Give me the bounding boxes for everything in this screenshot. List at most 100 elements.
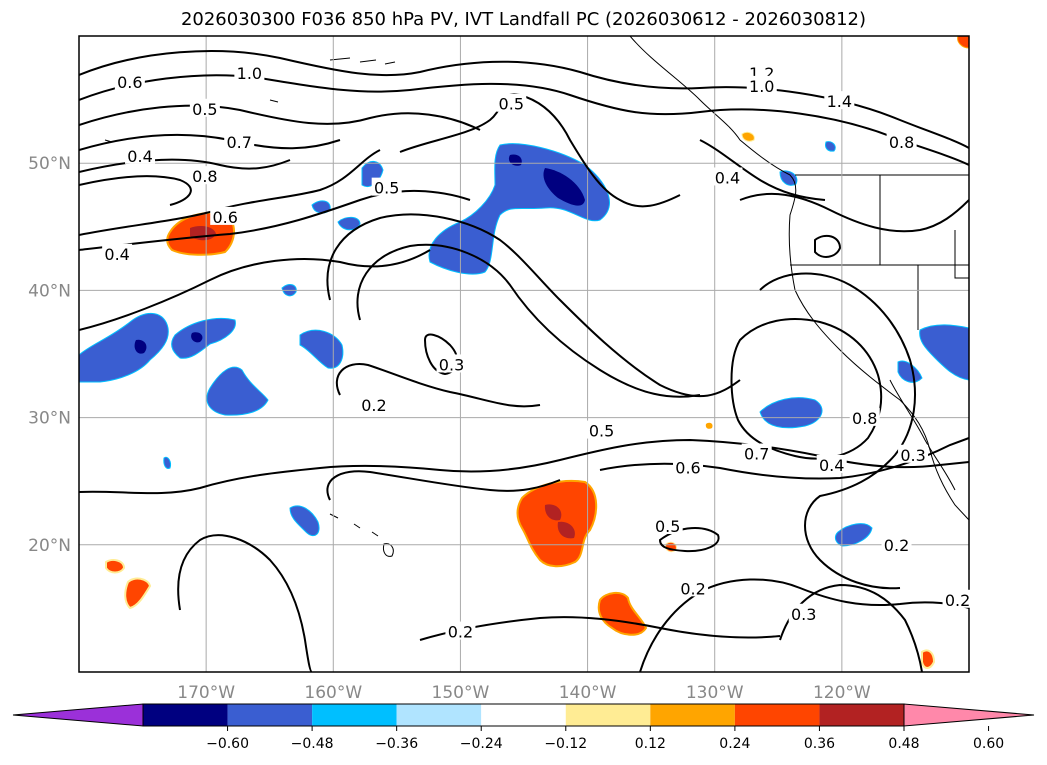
contour-label: 0.4 <box>819 456 844 475</box>
contour-label-bg <box>224 131 255 150</box>
colorbar <box>12 703 1035 727</box>
orange-patch-small-1 <box>105 559 126 574</box>
contour-label: 0.2 <box>361 396 386 415</box>
baja-coast <box>889 379 956 491</box>
lat-label: 40°N <box>28 281 71 301</box>
blue-patch-small-8 <box>825 141 836 152</box>
contour-label: 0.7 <box>744 444 769 463</box>
colorbar-tick-label: 0.36 <box>804 736 835 752</box>
orange-patch-small-3 <box>921 649 936 669</box>
contour-label-bg <box>816 454 847 473</box>
lon-label: 170°W <box>177 683 235 703</box>
contour-label-bg <box>898 444 929 463</box>
hawaii-islands <box>329 513 394 557</box>
contour-mid-1 <box>79 149 381 236</box>
contour-center-1 <box>326 213 741 398</box>
contour-label-bg <box>102 243 133 262</box>
contour-label: 0.6 <box>675 458 700 477</box>
colorbar-swatch <box>481 704 566 726</box>
contour-south-1 <box>79 438 969 495</box>
colorbar-tick-label: −0.24 <box>460 736 503 752</box>
contour-center-4 <box>335 363 541 408</box>
contour-label: 0.4 <box>104 245 129 264</box>
colorbar-tick-label: 0.24 <box>719 736 750 752</box>
contour-label-bg <box>652 515 683 534</box>
colorbar-swatch <box>819 704 904 726</box>
contour-labels: 0.6 1.00.50.70.40.80.60.40.50.51.21.01.40… <box>102 63 973 642</box>
colorbar-tick-label: 0.60 <box>973 736 1004 752</box>
blue-patch-small-9 <box>163 456 171 469</box>
blue-patch-small-6 <box>897 360 923 383</box>
contour-label-bg <box>673 457 704 476</box>
contour-label: 0.4 <box>715 168 740 187</box>
contour-label-bg <box>712 167 743 186</box>
contour-label: 0.6 <box>212 208 237 227</box>
contour-label-bg <box>849 407 880 426</box>
contour-label-bg <box>371 177 402 196</box>
orange-patch-small-2 <box>124 577 152 610</box>
contour-north-1 <box>79 50 969 149</box>
contour-label: 0.4 <box>127 147 152 166</box>
contour-label: 0.2 <box>945 591 970 610</box>
blue-core-west-2 <box>191 332 203 343</box>
negative-anomaly-shading <box>79 141 969 547</box>
contour-label-bg <box>189 98 220 117</box>
lon-label: 130°W <box>686 683 744 703</box>
orange-patch-corner <box>957 36 969 49</box>
colorbar-swatch <box>734 704 820 726</box>
colorbar-tick-label: −0.36 <box>375 736 418 752</box>
north-american-coast <box>629 36 969 521</box>
contour-north-6 <box>79 175 192 206</box>
colorbar-extend-max <box>903 703 1035 727</box>
contour-south-2 <box>326 470 561 501</box>
contour-label-bg <box>125 145 156 164</box>
contour-south-4 <box>177 534 313 672</box>
lon-label: 140°W <box>559 683 617 703</box>
colorbar-tick-label: −0.60 <box>206 736 249 752</box>
blue-patch-west <box>79 313 169 383</box>
contour-label-bg <box>114 72 145 91</box>
contour-label: 0.2 <box>680 579 705 598</box>
lon-label: 120°W <box>813 683 871 703</box>
contour-center-2 <box>356 243 701 398</box>
contour-east-5 <box>699 139 826 201</box>
state-borders <box>790 174 969 330</box>
contour-south-6 <box>639 578 969 672</box>
contour-label: 0.2 <box>884 536 909 555</box>
colorbar-tick-label: −0.48 <box>291 736 334 752</box>
contour-label: 0.6 <box>117 73 142 92</box>
contour-east-3 <box>814 234 842 258</box>
map-panel <box>79 36 969 672</box>
contour-label: 1.4 <box>827 92 852 111</box>
contour-label: 1.0 <box>237 64 262 83</box>
lat-label: 50°N <box>28 154 71 174</box>
contour-label-bg <box>746 75 777 94</box>
contour-north-3 <box>79 104 481 131</box>
contour-mid-3 <box>399 93 681 208</box>
contour-south-7 <box>658 527 720 553</box>
colorbar-tick-labels: −0.60 −0.48 −0.36 −0.24 −0.12 0.12 0.24 0.36 0.4… <box>206 726 1004 752</box>
contour-label: 0.3 <box>791 605 816 624</box>
colorbar-frame <box>142 703 905 727</box>
blue-patch-small-3 <box>337 216 361 231</box>
contour-north-5 <box>79 158 291 173</box>
contour-east-4 <box>739 193 969 233</box>
coastlines <box>104 36 969 557</box>
pv-contours <box>79 50 969 672</box>
contour-label-bg <box>788 603 819 622</box>
contour-label: 0.5 <box>499 95 524 114</box>
contour-label: 0.8 <box>889 133 914 152</box>
colorbar-tick-label: 0.48 <box>888 736 919 752</box>
contour-label-bg <box>234 63 265 82</box>
contour-label-bg <box>881 535 912 554</box>
colorbar-extend-min <box>12 703 144 727</box>
aleutian-islands <box>104 57 396 151</box>
lat-label: 30°N <box>28 409 71 429</box>
blue-patch-coast <box>919 324 969 381</box>
colorbar-swatch <box>565 704 651 726</box>
red-core-south-central-2 <box>557 521 575 539</box>
contour-label-bg <box>586 420 617 439</box>
contour-label: 0.5 <box>374 179 399 198</box>
blue-patch-southwest <box>206 366 269 416</box>
contour-label: 0.8 <box>192 167 217 186</box>
